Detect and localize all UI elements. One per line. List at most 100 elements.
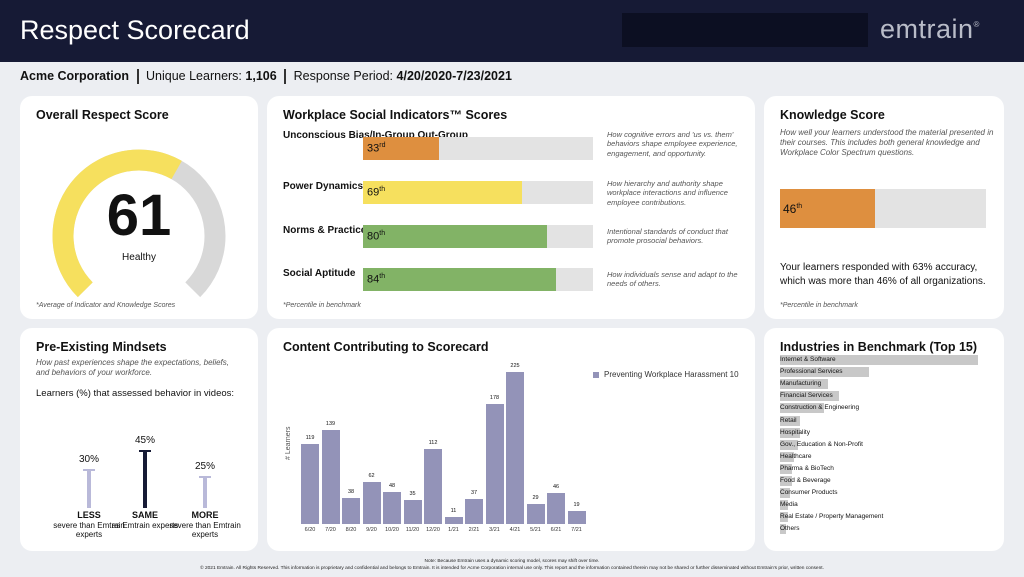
overall-footnote: *Average of Indicator and Knowledge Scor… [36, 302, 176, 309]
respect-score-status: Healthy [122, 252, 156, 263]
content-title: Content Contributing to Scorecard [283, 340, 489, 354]
chart-bar [383, 491, 401, 524]
industry-bar [780, 524, 786, 535]
industry-bar [780, 415, 800, 426]
chart-bar [301, 443, 319, 524]
industry-bar [780, 391, 840, 402]
mindset-note: as Emtrain experts [111, 521, 179, 530]
knowledge-card: Knowledge Score How well your learners u… [764, 96, 1004, 319]
knowledge-bar: 46th [780, 189, 986, 228]
bar-data-label: 46 [552, 484, 560, 490]
indicator-fill [363, 181, 522, 204]
x-tick-label: 10/20 [385, 527, 399, 533]
industry-name: Manufacturing [780, 380, 822, 388]
indicator-fill [363, 225, 547, 248]
industry-bar [780, 476, 792, 486]
content-card: Content Contributing to Scorecard Preven… [267, 328, 755, 551]
mindset-bar-cap [199, 475, 211, 478]
legend-swatch [593, 372, 599, 378]
bar-data-label: 62 [368, 473, 375, 480]
x-tick-label: 6/20 [304, 527, 316, 533]
y-axis-title: # Learners [285, 426, 292, 460]
industry-bar [780, 439, 798, 450]
report-info-bar: Acme Corporation Unique Learners: 1,106 … [20, 69, 512, 85]
x-tick-label: 7/21 [571, 527, 582, 533]
industry-bar [780, 355, 978, 365]
indicator-fill [363, 268, 557, 291]
mindset-bar [87, 469, 91, 508]
indicator-bar: 84th [363, 268, 593, 291]
indicator-label: Unconscious Bias/In-Group Out-Group [283, 130, 468, 141]
industry-name: Construction & Engineering [780, 404, 860, 412]
industry-name: Others [780, 525, 800, 533]
industry-bar [780, 451, 794, 462]
indicator-value: 80th [367, 230, 386, 243]
mindset-name: LESS [77, 510, 101, 520]
industry-name: Gov., Education & Non-Profit [780, 440, 863, 448]
bar-data-label: 139 [325, 421, 336, 428]
industry-name: Retail [780, 416, 797, 424]
indicators-footnote: *Percentile in benchmark [283, 302, 361, 309]
indicator-bar: 33rd [363, 137, 593, 160]
industry-bar [780, 488, 790, 499]
knowledge-fill [780, 189, 875, 228]
learners-label: Unique Learners: [146, 69, 242, 83]
bar-data-label: 29 [532, 495, 539, 502]
indicator-description: How individuals sense and adapt to the n… [607, 270, 738, 289]
period-label: Response Period: [293, 69, 394, 83]
industry-bar [780, 427, 800, 438]
indicator-fill [363, 137, 439, 160]
x-tick-label: 1/21 [448, 527, 459, 533]
mindset-bar [203, 475, 207, 508]
mindsets-subtitle: Learners (%) that assessed behavior in v… [36, 388, 235, 399]
knowledge-result: Your learners responded with 63% accurac… [780, 262, 986, 287]
bar-data-label: 19 [573, 502, 580, 509]
header-bar: Respect Scorecard emtrain® [0, 0, 1024, 62]
indicator-bar: 80th [363, 225, 593, 248]
industry-name: Financial Services [780, 392, 833, 400]
indicator-label: Social Aptitude [283, 268, 356, 279]
bar-data-label: 38 [347, 489, 355, 496]
learners-value: 1,106 [245, 69, 277, 83]
chart-bar [342, 498, 360, 524]
footer-note: Note: Because Emtrain uses a dynamic sco… [424, 559, 600, 564]
industry-name: Healthcare [780, 452, 812, 460]
indicator-value: 84th [367, 273, 386, 286]
x-tick-label: 9/20 [366, 527, 377, 533]
chart-bar [444, 516, 463, 524]
bar-data-label: 35 [409, 491, 416, 498]
chart-bar [424, 448, 442, 524]
x-tick-label: 4/21 [509, 527, 521, 533]
mindset-bar-cap [139, 449, 151, 452]
bar-data-label: 119 [305, 434, 315, 441]
industry-bar [780, 500, 788, 511]
mindset-percent: 25% [194, 460, 215, 472]
industry-bar [780, 367, 870, 378]
industry-name: Professional Services [780, 368, 843, 376]
indicator-description: How cognitive errors and 'us vs. them' b… [607, 130, 738, 158]
mindsets-title: Pre-Existing Mindsets [36, 340, 167, 354]
overall-respect-title: Overall Respect Score [36, 108, 169, 122]
mindset-name: MORE [191, 510, 219, 520]
x-tick-label: 6/21 [550, 527, 562, 533]
bar-data-label: 11 [450, 507, 457, 514]
mindset-name: SAME [131, 510, 158, 520]
indicator-description: How hierarchy and authority shape workpl… [607, 179, 728, 207]
chart-bar [403, 500, 422, 524]
mindset-percent: 30% [78, 454, 99, 465]
bar-data-label: 225 [510, 363, 520, 370]
mindset-percent: 45% [134, 434, 155, 446]
mindset-note: severe than Emtrain experts [53, 521, 125, 539]
mindset-bar-cap [83, 469, 95, 471]
knowledge-value: 46th [783, 202, 803, 216]
x-tick-label: 7/20 [325, 527, 336, 533]
industry-bar [780, 512, 788, 523]
bar-data-label: 112 [428, 439, 438, 446]
indicator-label: Norms & Practices [283, 225, 372, 236]
emtrain-logo: emtrain® [880, 14, 980, 44]
mindsets-description: How past experiences shape the expectati… [36, 358, 230, 377]
mindsets-card: Pre-Existing Mindsets How past experienc… [20, 328, 258, 551]
period-value: 4/20/2020-7/23/2021 [396, 69, 512, 83]
company-name: Acme Corporation [20, 69, 130, 83]
legend-label: Preventing Workplace Harassment 10 [604, 370, 739, 379]
